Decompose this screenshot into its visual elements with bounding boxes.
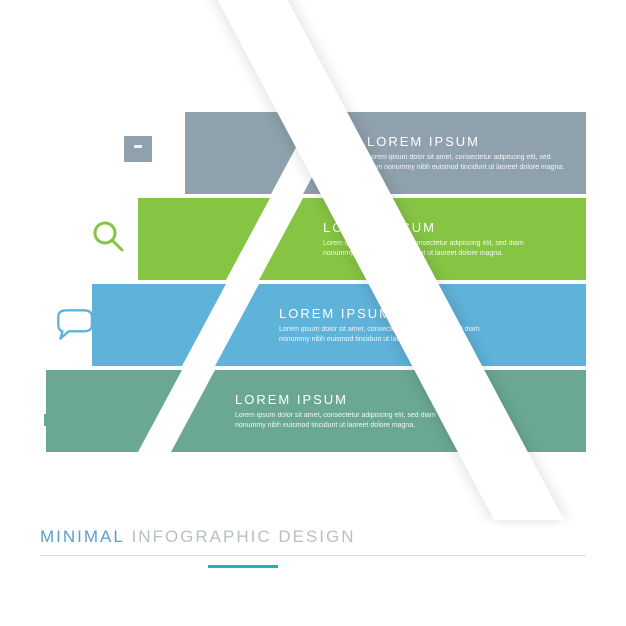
step-number: 02 <box>177 216 219 258</box>
footer-rule <box>40 555 586 556</box>
box-icon <box>118 128 158 168</box>
footer-word-2: INFOGRAPHIC DESIGN <box>125 527 356 546</box>
chat-icon <box>52 304 94 346</box>
search-icon <box>88 216 128 256</box>
step-number: 03 <box>131 302 173 344</box>
step-number: 01 <box>222 130 264 172</box>
bar-title: LOREM IPSUM <box>367 134 566 149</box>
bar-body: Lorem ipsum dolor sit amet, consectetur … <box>235 411 465 430</box>
footer-title: MINIMAL INFOGRAPHIC DESIGN <box>40 527 586 547</box>
bar-body: Lorem ipsum dolor sit amet, consectetur … <box>367 153 566 172</box>
bars-icon <box>38 392 78 432</box>
step-number: 04 <box>85 388 127 430</box>
bar-title: LOREM IPSUM <box>235 392 566 407</box>
footer-subline <box>208 565 278 568</box>
infographic-canvas: LOREM IPSUM Lorem ipsum dolor sit amet, c… <box>0 0 626 626</box>
footer-word-1: MINIMAL <box>40 527 125 546</box>
footer: MINIMAL INFOGRAPHIC DESIGN <box>40 527 586 556</box>
bar-right-segment: LOREM IPSUM Lorem ipsum dolor sit amet, c… <box>171 370 586 452</box>
